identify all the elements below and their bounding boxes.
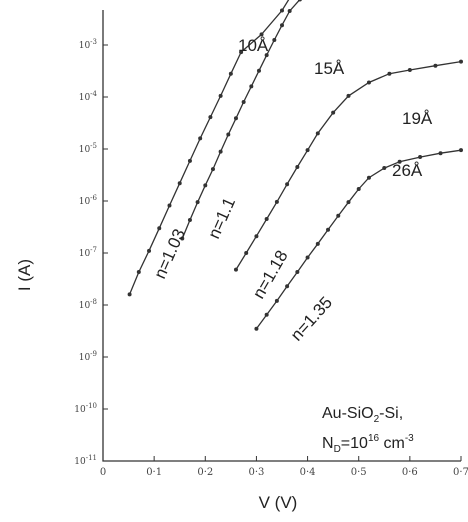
data-point	[239, 50, 244, 55]
data-point	[397, 159, 402, 164]
y-tick-label: 10-8	[79, 298, 97, 311]
x-tick-label: 0·2	[197, 467, 213, 478]
data-point	[366, 80, 371, 85]
ideality-label: n=1.1	[204, 195, 239, 242]
data-point	[264, 217, 269, 222]
data-point	[297, 0, 302, 2]
series-line-2	[235, 60, 462, 270]
data-point	[167, 203, 172, 208]
annotation-line-2: ND=1016 cm-3	[322, 433, 414, 455]
data-point	[274, 298, 279, 303]
data-point	[280, 8, 284, 13]
data-point	[407, 68, 412, 73]
data-point	[315, 131, 320, 136]
series-line-3	[255, 149, 462, 330]
data-point	[264, 53, 269, 58]
data-point	[336, 213, 341, 218]
data-point	[433, 63, 438, 68]
x-tick-label: 0·5	[351, 467, 367, 478]
data-point	[136, 270, 141, 275]
data-point	[256, 68, 261, 73]
data-point	[147, 248, 152, 253]
y-tick-label: 10-6	[79, 194, 98, 207]
data-point	[249, 84, 254, 89]
y-tick-label: 10-10	[74, 402, 97, 415]
data-point	[287, 9, 292, 14]
data-point	[366, 175, 371, 180]
data-point	[459, 148, 463, 153]
ideality-label: n=1.35	[287, 293, 336, 345]
ideality-label: n=1.18	[249, 247, 292, 302]
data-point	[254, 234, 259, 239]
data-point	[157, 226, 162, 231]
data-point	[228, 71, 233, 76]
annotation-line-1: Au-SiO2-Si,	[322, 405, 403, 425]
data-point	[198, 136, 203, 141]
series-name-label: 19Å	[402, 109, 433, 128]
data-point	[226, 132, 231, 137]
data-point	[218, 93, 223, 98]
data-point	[241, 100, 246, 105]
data-point	[346, 200, 351, 205]
data-point	[274, 199, 279, 204]
x-tick-label: 0·3	[248, 467, 264, 478]
data-point	[195, 200, 200, 205]
data-point	[177, 181, 182, 186]
ticks: 0 0·1 0·2 0·3 0·4 0·5 0·6 0·7 10-3 10-4 10-5 10-6 10…	[74, 38, 468, 478]
data-point	[280, 23, 284, 28]
x-tick-label: 0	[100, 467, 106, 478]
data-point	[127, 292, 132, 297]
data-point	[272, 37, 277, 42]
data-point	[233, 116, 238, 121]
data-point	[264, 312, 269, 317]
data-point	[259, 32, 264, 37]
series-group	[127, 0, 463, 331]
y-tick-label: 10-11	[74, 454, 97, 467]
y-tick-label: 10-9	[79, 350, 97, 363]
data-point	[180, 236, 185, 241]
data-point	[326, 227, 331, 232]
axes	[102, 10, 461, 462]
y-axis-title: I (A)	[15, 259, 34, 291]
data-point	[208, 115, 213, 120]
y-tick-label: 10-5	[79, 142, 97, 155]
x-tick-label: 0·6	[402, 467, 418, 478]
data-point	[356, 187, 361, 192]
data-point	[438, 151, 443, 156]
x-tick-label: 0·4	[300, 467, 316, 478]
data-point	[187, 158, 192, 163]
y-tick-label: 10-4	[79, 90, 98, 103]
data-point	[295, 270, 300, 275]
x-axis-title: V (V)	[259, 493, 298, 512]
x-tick-label: 0·7	[453, 467, 468, 478]
data-point	[233, 267, 238, 272]
data-point	[331, 110, 336, 115]
data-point	[305, 255, 310, 260]
data-point	[244, 251, 249, 255]
data-point	[459, 59, 463, 64]
data-point	[418, 155, 423, 160]
data-point	[387, 71, 392, 76]
data-point	[346, 93, 351, 98]
series-name-label: 26Å	[392, 161, 423, 180]
series-name-label: 10Å	[238, 36, 269, 55]
y-tick-label: 10-7	[79, 246, 97, 259]
y-tick-label: 10-3	[79, 38, 97, 51]
data-point	[285, 182, 290, 187]
data-point	[218, 149, 223, 154]
x-tick-label: 0·1	[146, 467, 162, 478]
data-point	[254, 326, 259, 331]
axis-lines	[102, 10, 461, 462]
data-point	[210, 167, 215, 172]
data-point	[305, 148, 310, 153]
series-name-label: 15Å	[314, 59, 345, 78]
data-point	[295, 165, 300, 170]
data-point	[315, 241, 320, 246]
data-point	[285, 284, 290, 289]
data-point	[187, 218, 192, 223]
data-point	[203, 183, 208, 188]
data-point	[382, 166, 387, 171]
